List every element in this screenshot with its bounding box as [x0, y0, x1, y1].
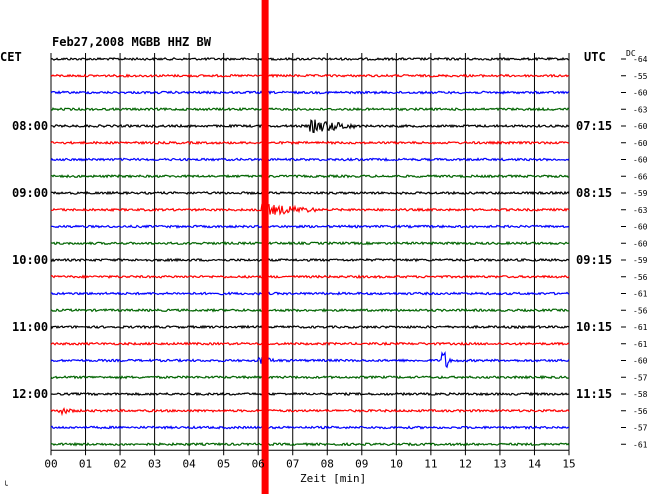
dc-value: -60	[633, 239, 648, 248]
right-hour-label: 09:15	[576, 253, 612, 267]
dc-value: -55	[633, 72, 648, 81]
trace-line	[50, 324, 570, 330]
left-hour-label: 08:00	[12, 119, 48, 133]
dc-value: -61	[633, 323, 648, 332]
trace-line	[50, 257, 570, 263]
trace-line	[50, 391, 570, 397]
x-axis-label: Zeit [min]	[300, 472, 366, 485]
dc-value: -60	[633, 156, 648, 165]
right-hour-label: 08:15	[576, 186, 612, 200]
trace-line	[50, 140, 570, 146]
label-layer: 00 01 02 03 04 05 06 07 08 09 10 11 12 13 14 15 -64 -55 -6…	[12, 55, 648, 470]
trace-line	[51, 291, 570, 296]
trace-line	[50, 106, 570, 112]
trace-line	[50, 56, 570, 62]
trace-line	[50, 119, 570, 134]
right-hour-label: 11:15	[576, 387, 612, 401]
right-hour-label: 07:15	[576, 119, 612, 133]
chart-title: Feb27,2008 MGBB HHZ BW	[52, 35, 212, 49]
right-hour-label: 10:15	[576, 320, 612, 334]
dc-value: -66	[633, 172, 648, 181]
x-tick-label: 04	[183, 457, 197, 470]
dc-value: -56	[633, 306, 648, 315]
x-tick-label: 03	[148, 457, 161, 470]
x-tick-label: 01	[79, 457, 92, 470]
right-timezone-label: UTC	[584, 50, 606, 64]
dc-value: -58	[633, 390, 648, 399]
trace-line	[50, 441, 570, 447]
x-tick-label: 07	[286, 457, 299, 470]
x-tick-label: 05	[217, 457, 230, 470]
trace-line	[50, 240, 570, 246]
dc-value: -57	[633, 424, 648, 433]
dc-value: -60	[633, 139, 648, 148]
trace-line	[50, 73, 570, 79]
dc-value: -57	[633, 373, 648, 382]
left-hour-label: 12:00	[12, 387, 48, 401]
x-tick-label: 00	[44, 457, 57, 470]
dc-value: -61	[633, 340, 648, 349]
trace-line	[50, 425, 570, 430]
trace-line	[50, 374, 570, 380]
x-tick-label: 12	[459, 457, 472, 470]
left-hour-label: 11:00	[12, 320, 48, 334]
trace-line	[50, 307, 570, 313]
dc-label: DC	[626, 49, 636, 58]
x-tick-label: 06	[252, 457, 265, 470]
dc-value: -61	[633, 290, 648, 299]
trace-line	[50, 351, 570, 369]
x-tick-label: 13	[493, 457, 506, 470]
trace-line	[50, 274, 570, 280]
dc-value: -63	[633, 206, 648, 215]
x-tick-label: 15	[562, 457, 575, 470]
dc-value: -56	[633, 273, 648, 282]
trace-line	[50, 90, 570, 95]
left-hour-label: 09:00	[12, 186, 48, 200]
x-tick-label: 02	[113, 457, 126, 470]
trace-line	[50, 341, 570, 347]
grid-layer	[50, 53, 570, 456]
dc-value: -56	[633, 407, 648, 416]
trace-line	[50, 407, 570, 417]
x-tick-label: 10	[390, 457, 403, 470]
dc-value: -63	[633, 105, 648, 114]
left-timezone-label: CET	[0, 50, 22, 64]
dc-value: -60	[633, 223, 648, 232]
dc-value: -60	[633, 357, 648, 366]
dc-value: -59	[633, 189, 648, 198]
x-tick-label: 08	[321, 457, 334, 470]
corner-mark: ╰	[3, 480, 8, 490]
trace-line	[50, 224, 570, 229]
dc-value: -64	[633, 55, 648, 64]
trace-line	[50, 203, 570, 216]
dc-value: -59	[633, 256, 648, 265]
trace-layer	[50, 56, 626, 447]
trace-line	[50, 157, 570, 162]
x-tick-label: 11	[424, 457, 437, 470]
trace-line	[50, 190, 570, 196]
left-hour-label: 10:00	[12, 253, 48, 267]
x-tick-label: 14	[528, 457, 542, 470]
dc-value: -60	[633, 89, 648, 98]
trace-line	[50, 174, 570, 179]
dc-value: -61	[633, 440, 648, 449]
dc-value: -60	[633, 122, 648, 131]
time-marker-bar	[261, 0, 269, 494]
marker-layer	[261, 0, 269, 494]
x-tick-label: 09	[355, 457, 368, 470]
